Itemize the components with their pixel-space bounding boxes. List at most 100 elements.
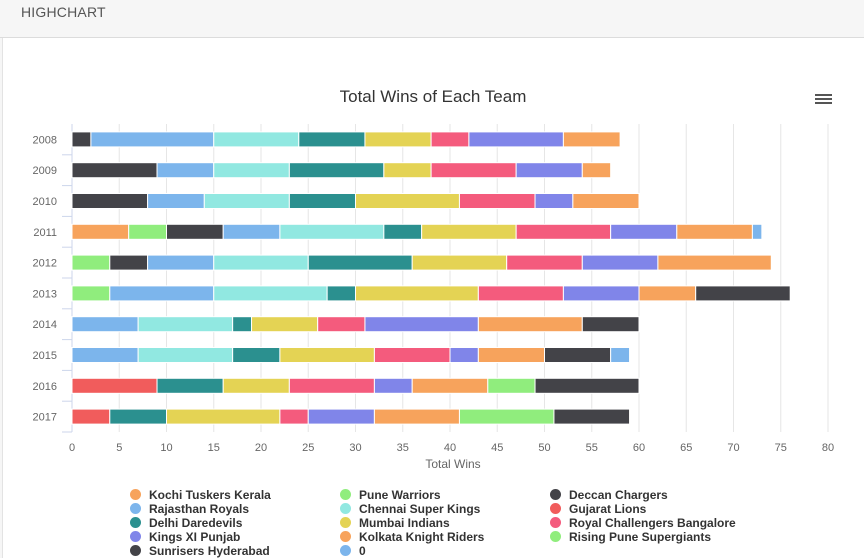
y-category-label: 2010 xyxy=(33,196,57,208)
bar-segment[interactable] xyxy=(71,162,158,179)
bar-segment[interactable] xyxy=(71,316,139,333)
bar-segment[interactable] xyxy=(71,193,149,209)
bar-segment[interactable] xyxy=(90,131,215,148)
x-tick-label: 60 xyxy=(633,442,645,454)
bar-segment[interactable] xyxy=(562,285,640,302)
bar-segment[interactable] xyxy=(166,223,224,240)
bar-segment[interactable] xyxy=(487,377,536,394)
bar-segment[interactable] xyxy=(213,254,309,271)
bar-segment[interactable] xyxy=(553,408,631,425)
bar-segment[interactable] xyxy=(373,408,460,425)
bar-segment[interactable] xyxy=(515,223,612,240)
bar-segment[interactable] xyxy=(71,347,139,363)
bar-segment[interactable] xyxy=(288,377,375,394)
bar-segment[interactable] xyxy=(317,316,366,333)
bar-segment[interactable] xyxy=(279,408,309,425)
bar-segment[interactable] xyxy=(147,193,205,209)
bar-segment[interactable] xyxy=(109,285,215,302)
bar-segment[interactable] xyxy=(695,285,791,302)
bar-segment[interactable] xyxy=(581,162,612,179)
bar-segment[interactable] xyxy=(364,316,479,333)
y-category-label: 2009 xyxy=(33,165,57,177)
bar-segment[interactable] xyxy=(71,285,111,302)
bar-segment[interactable] xyxy=(71,254,111,271)
bar-segment[interactable] xyxy=(544,347,612,363)
bar-segment[interactable] xyxy=(222,223,281,240)
bar-segment[interactable] xyxy=(298,131,366,148)
bar-segment[interactable] xyxy=(411,377,489,394)
bar-segment[interactable] xyxy=(307,254,413,271)
bar-segment[interactable] xyxy=(458,408,555,425)
bar-segment[interactable] xyxy=(506,254,583,271)
x-tick-label: 35 xyxy=(397,442,409,454)
bar-segment[interactable] xyxy=(610,223,678,240)
bar-segment[interactable] xyxy=(477,285,564,302)
bar-segment[interactable] xyxy=(534,193,574,209)
bar-segment[interactable] xyxy=(430,131,470,148)
bar-segment[interactable] xyxy=(156,377,224,394)
legend-marker-icon xyxy=(340,545,351,556)
bar-segment[interactable] xyxy=(166,408,281,425)
bar-segment[interactable] xyxy=(515,162,583,179)
bar-segment[interactable] xyxy=(562,131,621,148)
bar-segment[interactable] xyxy=(751,223,763,240)
bar-segment[interactable] xyxy=(373,377,413,394)
bar-segment[interactable] xyxy=(458,193,536,209)
bar-segment[interactable] xyxy=(288,162,385,179)
bar-segment[interactable] xyxy=(213,131,300,148)
bar-segment[interactable] xyxy=(534,377,640,394)
bar-segment[interactable] xyxy=(581,316,640,333)
bar-segment[interactable] xyxy=(610,347,631,363)
bar-segment[interactable] xyxy=(383,162,432,179)
bar-segment[interactable] xyxy=(222,377,290,394)
bar-segment[interactable] xyxy=(572,193,640,209)
bar-segment[interactable] xyxy=(232,316,253,333)
bar-segment[interactable] xyxy=(468,131,564,148)
bar-segment[interactable] xyxy=(477,316,583,333)
bar-segment[interactable] xyxy=(147,254,215,271)
legend-marker-icon xyxy=(130,531,141,542)
bar-segment[interactable] xyxy=(421,223,517,240)
bar-segment[interactable] xyxy=(109,408,168,425)
bar-segment[interactable] xyxy=(71,131,92,148)
bar-segment[interactable] xyxy=(383,223,423,240)
bar-segment[interactable] xyxy=(581,254,659,271)
bar-segment[interactable] xyxy=(71,408,111,425)
x-tick-label: 25 xyxy=(302,442,314,454)
bar-segment[interactable] xyxy=(411,254,508,271)
legend-marker-icon xyxy=(130,489,141,500)
legend-marker-icon xyxy=(550,531,561,542)
bar-segment[interactable] xyxy=(137,347,234,363)
y-category-label: 2016 xyxy=(33,381,57,393)
bar-segment[interactable] xyxy=(156,162,215,179)
hamburger-menu-icon[interactable] xyxy=(814,92,834,108)
legend-label: Pune Warriors xyxy=(359,488,441,502)
bar-segment[interactable] xyxy=(364,131,432,148)
app-title: HIGHCHART xyxy=(21,4,106,20)
bar-segment[interactable] xyxy=(477,347,546,363)
bar-segment[interactable] xyxy=(137,316,234,333)
bar-segment[interactable] xyxy=(109,254,149,271)
bar-segment[interactable] xyxy=(657,254,772,271)
bar-segment[interactable] xyxy=(676,223,753,240)
x-axis-ticks: 0 5 10 15 20 25 30 35 40 45 50 55 60 65 70 75 80 xyxy=(69,442,834,454)
bar-segment[interactable] xyxy=(307,408,375,425)
bar-segment[interactable] xyxy=(279,347,375,363)
bar-segment[interactable] xyxy=(213,285,328,302)
bar-segment[interactable] xyxy=(251,316,319,333)
bar-segment[interactable] xyxy=(326,285,356,302)
bar-segment[interactable] xyxy=(279,223,385,240)
bar-segment[interactable] xyxy=(373,347,451,363)
bar-segment[interactable] xyxy=(232,347,281,363)
bar-segment[interactable] xyxy=(355,285,479,302)
bar-segment[interactable] xyxy=(203,193,290,209)
bar-segment[interactable] xyxy=(213,162,290,179)
bar-segment[interactable] xyxy=(449,347,479,363)
bar-segment[interactable] xyxy=(355,193,460,209)
bar-segment[interactable] xyxy=(638,285,697,302)
bar-segment[interactable] xyxy=(71,223,130,240)
bar-segment[interactable] xyxy=(288,193,357,209)
bar-segment[interactable] xyxy=(430,162,517,179)
bar-segment[interactable] xyxy=(128,223,167,240)
bar-segment[interactable] xyxy=(71,377,158,394)
